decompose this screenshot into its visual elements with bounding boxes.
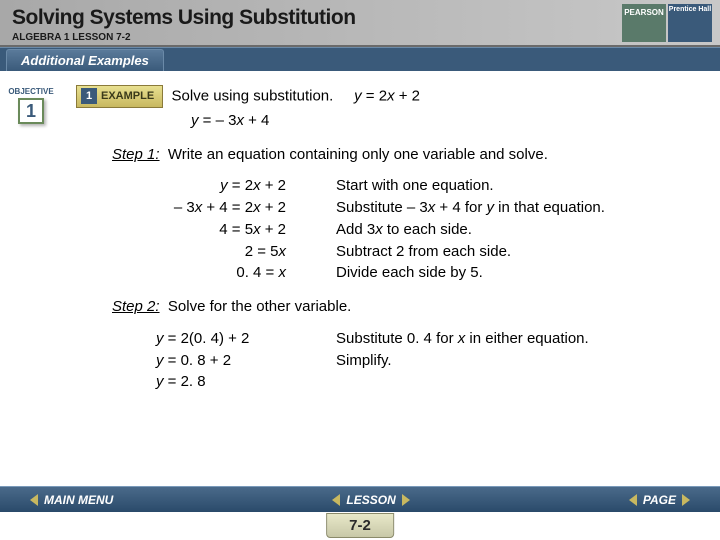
explain-row: Substitute 0. 4 for x in either equation… <box>336 328 589 350</box>
page-title: Solving Systems Using Substitution <box>12 6 708 30</box>
explain-row: Add 3x to each side. <box>336 219 605 241</box>
step-2-equations: y = 2(0. 4) + 2 y = 0. 8 + 2 y = 2. 8 <box>156 328 286 393</box>
step-2-explanations: Substitute 0. 4 for x in either equation… <box>336 328 589 393</box>
page-subtitle: ALGEBRA 1 LESSON 7-2 <box>12 32 708 43</box>
problem-prompt: Solve using substitution. <box>172 87 334 104</box>
eq-row: y = 2. 8 <box>156 371 286 393</box>
eq-row: y = 2(0. 4) + 2 <box>156 328 286 350</box>
explain-row: Simplify. <box>336 350 589 372</box>
main-menu-button[interactable]: MAIN MENU <box>30 493 113 507</box>
eq-row: – 3x + 4 = 2x + 2 <box>156 197 286 219</box>
step-1-text: Write an equation containing only one va… <box>168 146 548 163</box>
publisher-logo: PEARSON Prentice Hall <box>622 4 712 42</box>
objective-number: 1 <box>18 98 44 124</box>
example-label: EXAMPLE <box>101 90 154 102</box>
triangle-left-icon <box>30 494 38 506</box>
eq-row: y = 2x + 2 <box>156 175 286 197</box>
eq-row: y = 0. 8 + 2 <box>156 350 286 372</box>
explain-row: Start with one equation. <box>336 175 605 197</box>
explain-row: Subtract 2 from each side. <box>336 241 605 263</box>
step-2-text: Solve for the other variable. <box>168 298 351 315</box>
content-area: OBJECTIVE 1 1 EXAMPLE Solve using substit… <box>0 71 720 403</box>
lesson-label: LESSON <box>346 493 395 507</box>
step-2: Step 2: Solve for the other variable. <box>112 296 700 318</box>
footer-bar: MAIN MENU LESSON PAGE <box>0 486 720 512</box>
eq-row: 0. 4 = x <box>156 262 286 284</box>
step-2-label: Step 2: <box>112 298 160 315</box>
explain-row: Substitute – 3x + 4 for y in that equati… <box>336 197 605 219</box>
header: Solving Systems Using Substitution ALGEB… <box>0 0 720 47</box>
tab-bar: Additional Examples <box>0 47 720 71</box>
page-label: PAGE <box>643 493 676 507</box>
tab-additional-examples[interactable]: Additional Examples <box>6 49 164 71</box>
eq-row: 4 = 5x + 2 <box>156 219 286 241</box>
explain-row: Divide each side by 5. <box>336 262 605 284</box>
body-text: 1 EXAMPLE Solve using substitution. y = 2… <box>76 85 700 393</box>
triangle-right-icon <box>402 494 410 506</box>
lesson-number-tab[interactable]: 7-2 <box>326 513 394 538</box>
step-1-work: y = 2x + 2 – 3x + 4 = 2x + 2 4 = 5x + 2 … <box>156 175 700 284</box>
footer: MAIN MENU LESSON PAGE 7-2 <box>0 486 720 540</box>
lesson-nav[interactable]: LESSON <box>332 493 409 507</box>
objective-label: OBJECTIVE <box>8 87 54 96</box>
problem-row: 1 EXAMPLE Solve using substitution. y = 2… <box>76 85 700 108</box>
step-2-work: y = 2(0. 4) + 2 y = 0. 8 + 2 y = 2. 8 Su… <box>156 328 700 393</box>
triangle-right-icon <box>682 494 690 506</box>
triangle-left-icon <box>332 494 340 506</box>
eq-row: 2 = 5x <box>156 241 286 263</box>
step-1: Step 1: Write an equation containing onl… <box>112 144 700 166</box>
objective-badge: OBJECTIVE 1 <box>8 87 54 126</box>
triangle-left-icon <box>629 494 637 506</box>
step-1-equations: y = 2x + 2 – 3x + 4 = 2x + 2 4 = 5x + 2 … <box>156 175 286 284</box>
equation-2: y = – 3x + 4 <box>191 110 700 132</box>
pearson-logo: PEARSON <box>622 4 666 42</box>
example-number: 1 <box>81 88 97 104</box>
example-badge: 1 EXAMPLE <box>76 85 163 108</box>
step-1-label: Step 1: <box>112 146 160 163</box>
prentice-hall-logo: Prentice Hall <box>668 4 712 42</box>
equation-1: y = 2x + 2 <box>354 87 420 104</box>
page-nav[interactable]: PAGE <box>629 493 690 507</box>
step-1-explanations: Start with one equation. Substitute – 3x… <box>336 175 605 284</box>
main-menu-label: MAIN MENU <box>44 493 113 507</box>
